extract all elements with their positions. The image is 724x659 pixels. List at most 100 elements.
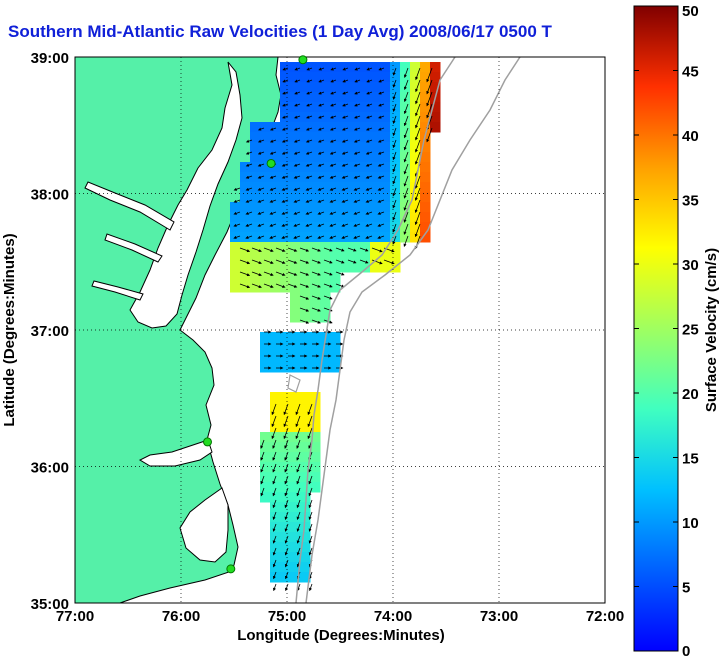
velocity-vector <box>359 259 369 264</box>
velocity-cell <box>280 492 291 503</box>
velocity-vector <box>341 187 349 191</box>
velocity-cell <box>370 72 381 83</box>
velocity-cell <box>370 122 381 133</box>
velocity-vector <box>365 163 373 167</box>
velocity-vector <box>377 187 385 191</box>
velocity-vector <box>260 451 265 461</box>
velocity-cell <box>260 152 271 163</box>
velocity-cell <box>290 202 301 213</box>
velocity-cell <box>280 142 291 153</box>
velocity-cell <box>300 412 311 423</box>
velocity-vector <box>392 151 397 161</box>
velocity-cell <box>410 222 421 233</box>
velocity-cell <box>280 362 291 373</box>
velocity-cell <box>340 122 351 133</box>
velocity-cell <box>280 462 291 473</box>
velocity-cell <box>250 182 261 193</box>
velocity-cell <box>330 62 341 73</box>
velocity-cell <box>340 92 351 103</box>
velocity-cell <box>300 142 311 153</box>
velocity-cell <box>430 82 441 93</box>
velocity-cell <box>290 562 301 573</box>
velocity-cell <box>290 292 301 303</box>
velocity-cell <box>310 122 321 133</box>
velocity-cell <box>250 202 261 213</box>
velocity-cell <box>240 252 251 263</box>
velocity-vector <box>341 223 349 227</box>
velocity-vector <box>403 103 409 115</box>
velocity-vector <box>329 175 337 179</box>
velocity-cell <box>280 342 291 353</box>
velocity-cell <box>270 182 281 193</box>
velocity-cell <box>280 392 291 403</box>
velocity-vector <box>342 91 349 95</box>
velocity-vector <box>414 187 421 201</box>
velocity-cell <box>300 92 311 103</box>
velocity-cell <box>280 482 291 493</box>
velocity-vector <box>295 403 301 416</box>
velocity-vector <box>377 175 385 179</box>
velocity-cell <box>370 112 381 123</box>
velocity-cell <box>350 132 361 143</box>
velocity-vector <box>257 127 265 131</box>
velocity-cell <box>270 432 281 443</box>
rappahannock-river <box>104 233 163 263</box>
velocity-vector <box>245 139 253 143</box>
velocity-vector <box>308 499 313 509</box>
velocity-vector <box>284 499 289 509</box>
velocity-vector <box>317 163 325 167</box>
velocity-cell <box>320 82 331 93</box>
velocity-cell <box>270 222 281 233</box>
velocity-vector <box>287 259 298 264</box>
velocity-cell <box>290 502 301 513</box>
velocity-cell <box>420 172 431 183</box>
velocity-vector <box>308 583 313 592</box>
velocity-cell <box>270 482 281 493</box>
velocity-cell <box>310 332 321 343</box>
velocity-vector <box>257 223 265 227</box>
isobath-line <box>287 374 301 393</box>
velocity-cell <box>330 332 341 343</box>
velocity-vector <box>311 283 321 288</box>
velocity-vector <box>366 91 373 95</box>
velocity-vector <box>414 199 421 214</box>
velocity-cell <box>310 472 321 483</box>
velocity-cell <box>410 232 421 243</box>
velocity-cell <box>430 62 441 73</box>
velocity-vector <box>251 283 262 289</box>
velocity-cell <box>340 102 351 113</box>
velocity-cell <box>230 232 241 243</box>
velocity-cell <box>290 332 301 343</box>
velocity-vector <box>311 247 321 252</box>
colorbar-tick-label: 15 <box>682 451 699 468</box>
velocity-cell <box>260 492 271 503</box>
velocity-cell <box>280 72 291 83</box>
velocity-cell <box>290 82 301 93</box>
velocity-cell <box>360 212 371 223</box>
velocity-vector <box>329 151 337 155</box>
velocity-cell <box>390 102 401 113</box>
velocity-cell <box>410 82 421 93</box>
velocity-cell <box>320 232 331 243</box>
velocity-cell <box>410 132 421 143</box>
velocity-cell <box>360 102 371 113</box>
velocity-vector <box>354 67 361 71</box>
velocity-cell <box>390 162 401 173</box>
velocity-cell <box>310 82 321 93</box>
velocity-cell <box>260 362 271 373</box>
velocity-cell <box>280 252 291 263</box>
velocity-cell <box>400 162 411 173</box>
velocity-vector <box>426 67 433 83</box>
velocity-vector <box>329 127 337 131</box>
velocity-vector <box>284 463 289 473</box>
velocity-vector <box>269 127 277 131</box>
velocity-vector <box>296 451 301 461</box>
velocity-cell <box>300 312 311 323</box>
velocity-cell <box>320 212 331 223</box>
velocity-vector <box>403 115 409 127</box>
velocity-vector <box>269 175 277 179</box>
velocity-cell <box>400 182 411 193</box>
velocity-vector <box>293 139 301 143</box>
velocity-cell <box>310 312 321 323</box>
velocity-cell <box>360 152 371 163</box>
